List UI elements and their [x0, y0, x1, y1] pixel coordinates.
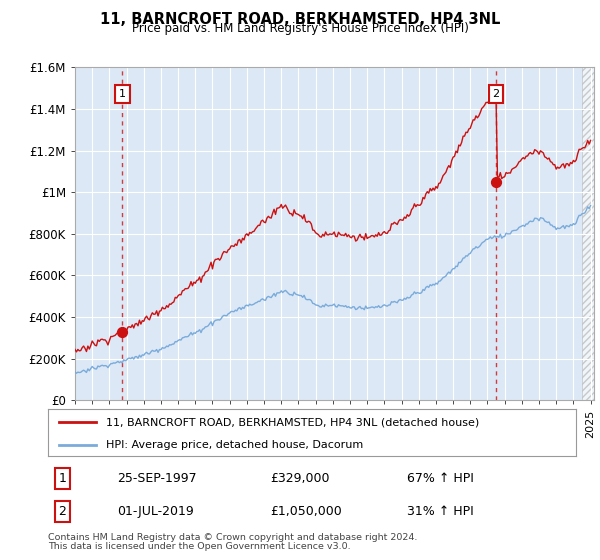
Text: This data is licensed under the Open Government Licence v3.0.: This data is licensed under the Open Gov…: [48, 542, 350, 551]
Point: [118, 328, 127, 337]
Text: 1: 1: [119, 89, 126, 99]
Text: Price paid vs. HM Land Registry's House Price Index (HPI): Price paid vs. HM Land Registry's House …: [131, 22, 469, 35]
Text: 11, BARNCROFT ROAD, BERKHAMSTED, HP4 3NL (detached house): 11, BARNCROFT ROAD, BERKHAMSTED, HP4 3NL…: [106, 417, 479, 427]
Text: Contains HM Land Registry data © Crown copyright and database right 2024.: Contains HM Land Registry data © Crown c…: [48, 533, 418, 542]
Text: HPI: Average price, detached house, Dacorum: HPI: Average price, detached house, Daco…: [106, 440, 364, 450]
Text: 25-SEP-1997: 25-SEP-1997: [116, 472, 196, 484]
Point: [491, 178, 501, 186]
Text: 67% ↑ HPI: 67% ↑ HPI: [407, 472, 474, 484]
Text: 01-JUL-2019: 01-JUL-2019: [116, 505, 193, 518]
Text: £1,050,000: £1,050,000: [270, 505, 341, 518]
Text: 31% ↑ HPI: 31% ↑ HPI: [407, 505, 474, 518]
Text: 1: 1: [59, 472, 67, 484]
Text: 11, BARNCROFT ROAD, BERKHAMSTED, HP4 3NL: 11, BARNCROFT ROAD, BERKHAMSTED, HP4 3NL: [100, 12, 500, 27]
Bar: [582, 67, 594, 400]
Text: £329,000: £329,000: [270, 472, 329, 484]
Text: 2: 2: [59, 505, 67, 518]
Text: 2: 2: [493, 89, 500, 99]
